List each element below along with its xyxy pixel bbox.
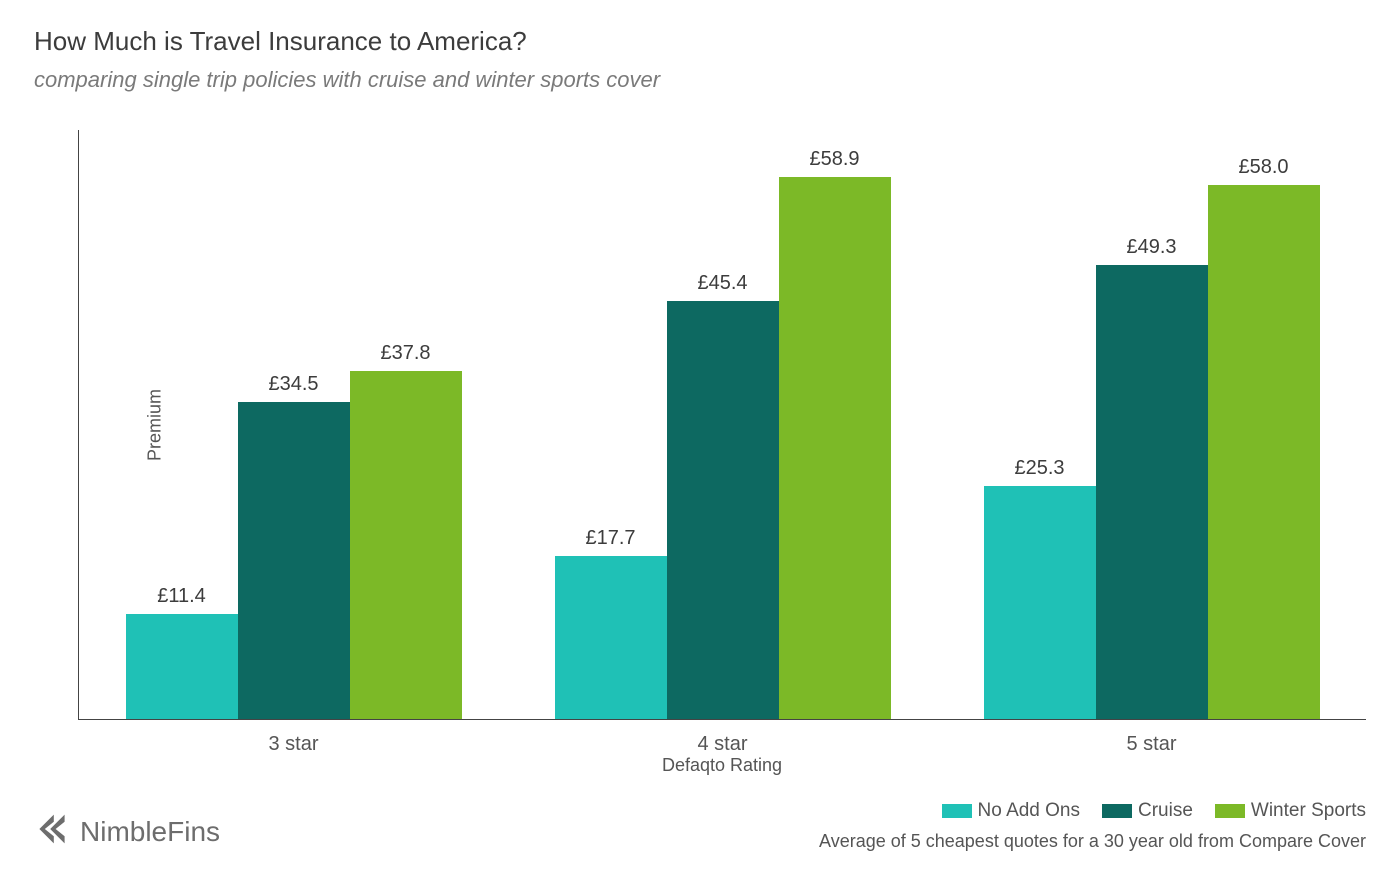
legend-label: Cruise [1138, 800, 1193, 822]
category-label: 4 star [508, 733, 937, 756]
bar-value-label: £17.7 [585, 527, 635, 550]
bar-wrap: £58.0 [1208, 130, 1320, 719]
brand-logo: NimbleFins [34, 811, 220, 852]
chart-plot-area: Premium £11.4£34.5£37.83 star£17.7£45.4£… [78, 130, 1366, 720]
bar-value-label: £58.0 [1238, 156, 1288, 179]
bar [779, 177, 891, 719]
brand-icon [34, 811, 70, 852]
bar-wrap: £25.3 [984, 130, 1096, 719]
bar-wrap: £58.9 [779, 130, 891, 719]
bar [1096, 265, 1208, 719]
bar-value-label: £58.9 [809, 148, 859, 171]
legend-item: No Add Ons [942, 800, 1080, 822]
bar [555, 556, 667, 719]
category-label: 5 star [937, 733, 1366, 756]
legend-label: No Add Ons [978, 800, 1080, 822]
bar-wrap: £45.4 [667, 130, 779, 719]
brand-text: NimbleFins [80, 816, 220, 848]
legend-swatch [1102, 804, 1132, 818]
bar [238, 402, 350, 720]
category-label: 3 star [79, 733, 508, 756]
bar-group: £25.3£49.3£58.05 star [937, 130, 1366, 719]
bar-wrap: £17.7 [555, 130, 667, 719]
chart-legend: No Add Ons Cruise Winter Sports [942, 800, 1366, 822]
bar-value-label: £37.8 [380, 342, 430, 365]
bar-value-label: £11.4 [157, 585, 206, 608]
bar [126, 614, 238, 719]
bar-value-label: £45.4 [697, 272, 747, 295]
bar-wrap: £37.8 [350, 130, 462, 719]
bar [1208, 185, 1320, 719]
legend-swatch [942, 804, 972, 818]
legend-item: Cruise [1102, 800, 1193, 822]
bar-wrap: £34.5 [238, 130, 350, 719]
bar [350, 371, 462, 719]
chart-footnote: Average of 5 cheapest quotes for a 30 ye… [819, 831, 1366, 852]
bar-group: £17.7£45.4£58.94 star [508, 130, 937, 719]
bar-value-label: £25.3 [1014, 457, 1064, 480]
legend-swatch [1215, 804, 1245, 818]
bar-value-label: £34.5 [268, 373, 318, 396]
bar [667, 301, 779, 719]
chart-title: How Much is Travel Insurance to America? [34, 26, 1366, 57]
chart-subtitle: comparing single trip policies with crui… [34, 67, 1366, 93]
bar-wrap: £11.4 [126, 130, 238, 719]
bar [984, 486, 1096, 719]
bar-value-label: £49.3 [1126, 236, 1176, 259]
x-axis-label: Defaqto Rating [78, 755, 1366, 776]
bar-group: £11.4£34.5£37.83 star [79, 130, 508, 719]
legend-item: Winter Sports [1215, 800, 1366, 822]
bar-wrap: £49.3 [1096, 130, 1208, 719]
legend-label: Winter Sports [1251, 800, 1366, 822]
